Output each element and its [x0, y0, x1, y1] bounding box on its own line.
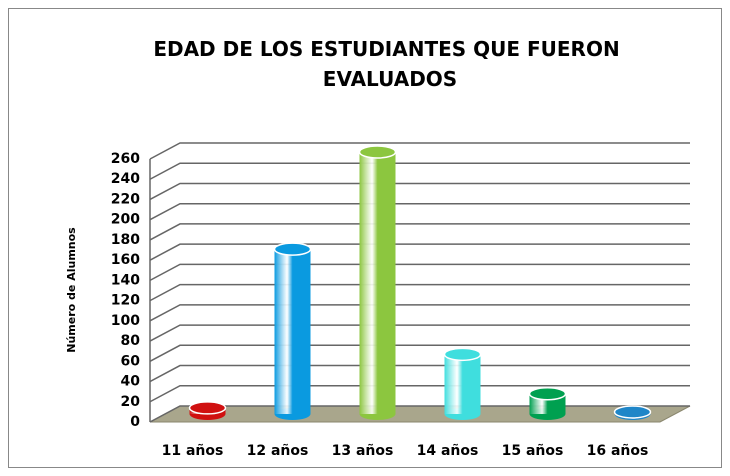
x-tick-label: 12 años: [247, 443, 309, 459]
bar-top: [613, 405, 652, 419]
y-tick-label: 120: [111, 293, 140, 309]
y-tick-label: 260: [111, 151, 140, 167]
y-tick-label: 20: [121, 394, 141, 410]
y-tick-label: 160: [111, 252, 140, 268]
grid-line: [149, 162, 690, 180]
chart-title: EDAD DE LOS ESTUDIANTES QUE FUERON EVALU…: [153, 37, 626, 91]
grid-line: [149, 202, 690, 221]
grid-line: [149, 223, 690, 241]
y-tick-label: 180: [111, 232, 140, 248]
grid-line: [149, 344, 690, 362]
grid-line: [149, 364, 690, 383]
y-tick-label: 240: [111, 171, 140, 187]
bar-top: [188, 401, 227, 415]
grid-line: [149, 263, 690, 282]
bar: [274, 249, 311, 414]
x-tick-label: 15 años: [502, 443, 564, 459]
title-line: EDAD DE LOS ESTUDIANTES QUE FUERON: [153, 37, 619, 61]
y-axis-label: Número de Alumnos: [65, 227, 78, 353]
grid-line: [149, 324, 690, 342]
bar-top: [358, 145, 397, 159]
y-tick-label: 200: [111, 212, 140, 228]
bar-top: [273, 242, 312, 256]
bar: [359, 152, 396, 414]
x-tick-label: 13 años: [332, 443, 394, 459]
grid-line: [149, 304, 690, 322]
x-tick-label: 16 años: [587, 443, 649, 459]
title-line: EVALUADOS: [323, 67, 457, 91]
grid-line: [149, 243, 690, 261]
y-tick-label: 60: [121, 353, 141, 369]
bar: [444, 354, 481, 414]
bar-top: [528, 387, 567, 401]
bar-top: [443, 347, 482, 362]
y-tick-label: 0: [130, 414, 140, 430]
y-tick-label: 220: [111, 191, 140, 207]
grid-line: [149, 142, 690, 160]
y-tick-label: 140: [111, 272, 140, 288]
x-tick-label: 11 años: [162, 443, 224, 459]
y-tick-label: 100: [111, 313, 140, 329]
y-tick-label: 80: [121, 333, 141, 349]
floor: [149, 405, 691, 423]
x-tick-label: 14 años: [417, 443, 479, 459]
grid-line: [149, 283, 690, 302]
grid-line: [149, 405, 690, 423]
grid-line: [149, 385, 690, 403]
y-tick-label: 40: [121, 374, 141, 390]
grid-line: [149, 182, 690, 201]
